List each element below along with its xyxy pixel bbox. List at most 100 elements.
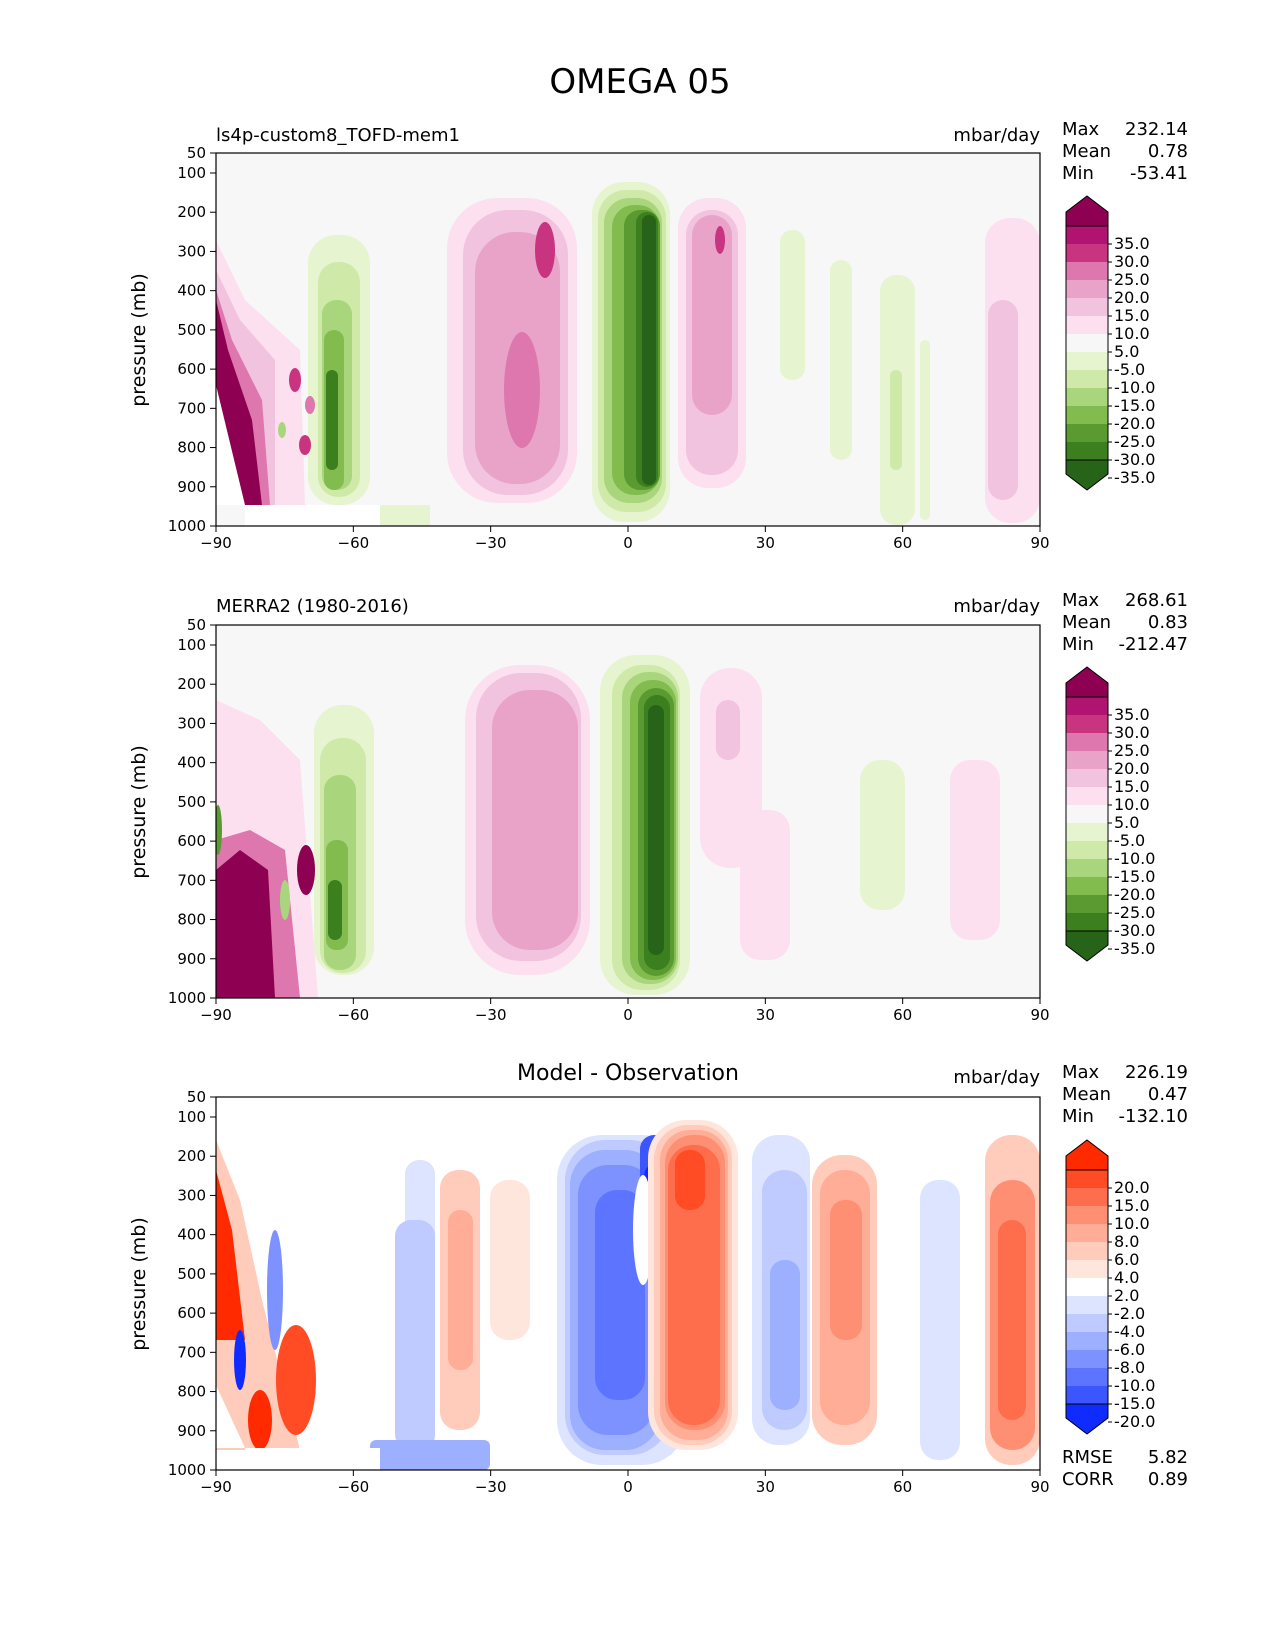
y-axis-label: pressure (mb) — [128, 1217, 150, 1351]
y-tick-label: 200 — [177, 1147, 206, 1165]
y-tick-label: 500 — [177, 793, 206, 811]
colorbar-swatch — [1066, 895, 1108, 913]
contour-pos-polar35 — [216, 850, 275, 998]
colorbar-swatch — [1066, 406, 1108, 424]
colorbar-swatch — [1066, 1368, 1108, 1386]
colorbar-swatch — [1066, 715, 1108, 733]
colorbar-swatch — [1066, 697, 1108, 715]
y-tick-label: 200 — [177, 675, 206, 693]
x-tick-label: −30 — [475, 1478, 507, 1496]
topography-mask-lower — [245, 505, 380, 526]
colorbar-label: -35.0 — [1114, 468, 1155, 487]
stat-min-name: Min — [1062, 163, 1094, 184]
contour-neg-lower — [370, 1440, 490, 1470]
contour-pos-8c — [830, 1200, 862, 1340]
stat-min-value: -132.10 — [1119, 1106, 1188, 1127]
colorbar-swatch — [1066, 244, 1108, 262]
contour-pos-30b — [715, 226, 725, 254]
stat-rmse-name: RMSE — [1062, 1447, 1113, 1468]
colorbar-label: -35.0 — [1114, 939, 1155, 958]
contour-field — [215, 1096, 1041, 1471]
stat-max-value: 226.19 — [1125, 1062, 1188, 1083]
colorbar-swatch — [1066, 1296, 1108, 1314]
colorbar-swatch — [1066, 316, 1108, 334]
stat-mean-value: 0.47 — [1148, 1084, 1188, 1105]
colorbar-swatch — [1066, 388, 1108, 406]
contour-neg-15d — [890, 370, 902, 470]
colorbar-extend-min — [1065, 930, 1109, 962]
colorbar-label: 10.0 — [1114, 1214, 1150, 1233]
colorbar-swatch — [1066, 913, 1108, 931]
contour-pos-spot1 — [289, 368, 301, 392]
contour-neg-6c — [770, 1260, 800, 1410]
colorbar-label: -4.0 — [1114, 1322, 1145, 1341]
colorbar-label: -10.0 — [1114, 1376, 1155, 1395]
x-tick-label: −60 — [338, 1006, 370, 1024]
x-tick-label: −60 — [338, 1478, 370, 1496]
contour-pos-15d — [988, 300, 1018, 500]
stat-min-name: Min — [1062, 634, 1094, 655]
x-tick-label: 90 — [1030, 1006, 1049, 1024]
y-axis-label: pressure (mb) — [128, 745, 150, 879]
colorbar-swatch — [1066, 1170, 1108, 1188]
x-tick-label: −30 — [475, 1006, 507, 1024]
colorbar-label: -15.0 — [1114, 867, 1155, 886]
x-tick-label: 90 — [1030, 534, 1049, 552]
contour-neg-35b — [648, 705, 664, 955]
y-tick-label: 800 — [177, 439, 206, 457]
colorbar-swatch — [1066, 1188, 1108, 1206]
figure-title: OMEGA 05 — [549, 62, 730, 102]
y-tick-label: 1000 — [168, 989, 206, 1007]
contour-neg-2e — [920, 1180, 960, 1460]
skill-stats: RMSE 5.82 CORR 0.89 — [1062, 1447, 1188, 1490]
colorbar-label: 15.0 — [1114, 1196, 1150, 1215]
y-tick-label: 300 — [177, 1186, 206, 1204]
contour-pos-25 — [504, 332, 540, 448]
contour-neg-lower — [380, 505, 430, 526]
x-tick-label: 90 — [1030, 1478, 1049, 1496]
y-tick-label: 900 — [177, 478, 206, 496]
colorbar-swatch — [1066, 733, 1108, 751]
colorbar-label: 10.0 — [1114, 795, 1150, 814]
contour-pos-20b — [692, 215, 732, 415]
colorbar-label: -10.0 — [1114, 849, 1155, 868]
x-tick-label: 30 — [756, 534, 775, 552]
contour-pos-10c — [740, 810, 790, 960]
x-tick-label: 60 — [893, 1478, 912, 1496]
colorbar-label: 15.0 — [1114, 306, 1150, 325]
colorbar-extend-max — [1065, 1139, 1109, 1171]
stat-corr-value: 0.89 — [1148, 1469, 1188, 1490]
y-tick-label: 800 — [177, 911, 206, 929]
contour-pos-spot3 — [305, 396, 315, 414]
y-tick-label: 400 — [177, 1226, 206, 1244]
colorbar-label: -25.0 — [1114, 432, 1155, 451]
colorbar-label: 20.0 — [1114, 759, 1150, 778]
colorbar-swatch — [1066, 352, 1108, 370]
stat-max-name: Max — [1062, 119, 1100, 140]
stat-min-value: -53.41 — [1130, 163, 1188, 184]
y-tick-label: 500 — [177, 321, 206, 339]
y-tick-label: 500 — [177, 1265, 206, 1283]
contour-field — [215, 152, 1041, 527]
stat-mean-value: 0.83 — [1148, 612, 1188, 633]
contour-neg-10d — [860, 760, 905, 910]
y-tick-label: 50 — [187, 616, 206, 634]
colorbar-label: -20.0 — [1114, 414, 1155, 433]
colorbar-swatch — [1066, 805, 1108, 823]
panel-subtitle: Model - Observation — [517, 1061, 739, 1086]
colorbar-label: 35.0 — [1114, 234, 1150, 253]
topography-mask — [216, 385, 245, 505]
y-tick-label: 100 — [177, 1108, 206, 1126]
stat-mean-name: Mean — [1062, 612, 1111, 633]
y-tick-label: 200 — [177, 203, 206, 221]
contour-pos-15 — [675, 1150, 705, 1210]
colorbar-swatch — [1066, 751, 1108, 769]
y-tick-label: 900 — [177, 1422, 206, 1440]
colorbar-extend-max — [1065, 195, 1109, 227]
colorbar-label: 30.0 — [1114, 252, 1150, 271]
colorbar-label: 25.0 — [1114, 741, 1150, 760]
contour-pos-30 — [535, 222, 555, 278]
colorbar-swatch — [1066, 1386, 1108, 1404]
colorbar-swatch — [1066, 1206, 1108, 1224]
